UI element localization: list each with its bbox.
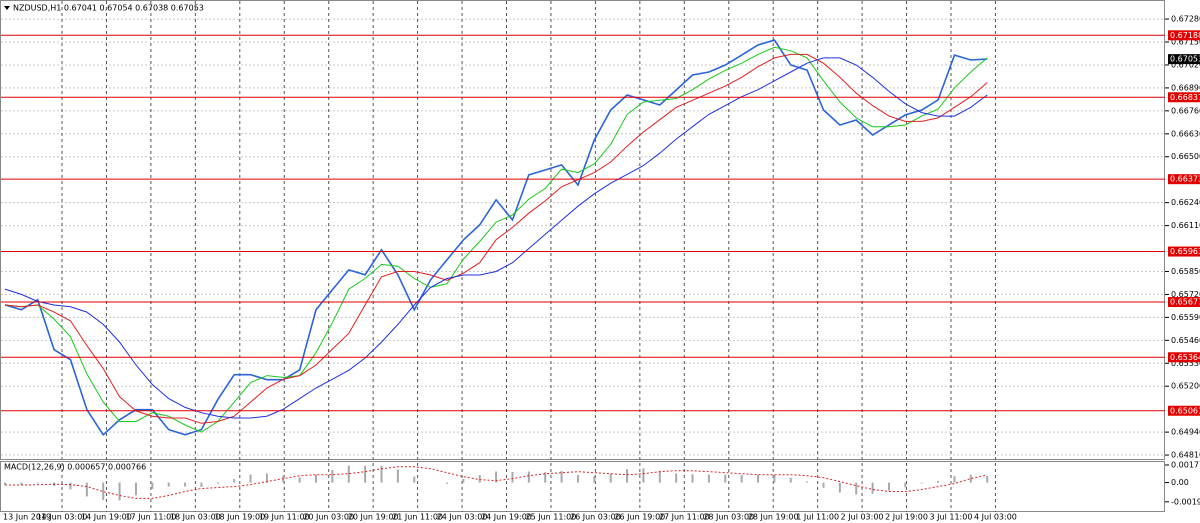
x-tick-label: 13 Jun 2019 [3,513,51,522]
x-tick-label: 14 Jun 03:00 [37,513,88,522]
signal-line [5,466,988,499]
chart-title: NZDUSD,H1 0.67041 0.67054 0.67038 0.6705… [13,4,204,13]
macd-title: MACD(12,26,9) 0.000657 0.000766 [4,463,146,472]
x-tick-label: 14 Jun 19:00 [81,513,132,522]
x-tick-label: 24 Jun 19:00 [481,513,532,522]
level-label: 0.65364 [1170,353,1200,362]
x-tick-label: 21 Jun 11:00 [392,513,443,522]
x-tick-label: 4 Jul 03:00 [974,513,1017,522]
x-tick-label: 20 Jun 19:00 [348,513,399,522]
x-tick-label: 19 Jun 11:00 [259,513,310,522]
main-panel [0,0,1165,460]
level-label: 0.65677 [1170,298,1200,307]
y-tick-label: -0.001939 [1171,497,1200,506]
level-label-box [1168,246,1200,257]
x-tick-label: 28 Jun 19:00 [748,513,799,522]
price-line [4,39,988,437]
x-tick-label: 18 Jun 19:00 [214,513,265,522]
level-label-box [1168,405,1200,416]
last-price-box [1168,54,1200,65]
y-tick-label: 0.001779 [1171,460,1200,469]
level-label-box [1168,352,1200,363]
level-label: 0.65061 [1170,406,1200,415]
macd-panel [0,461,1165,512]
x-tick-label: 24 Jun 03:00 [437,513,488,522]
level-label: 0.67188 [1170,31,1200,40]
x-tick-label: 26 Jun 19:00 [614,513,665,522]
level-label: 0.66373 [1170,175,1200,184]
x-tick-label: 26 Jun 03:00 [570,513,621,522]
level-label-box [1168,297,1200,308]
level-label: 0.65963 [1170,247,1200,256]
last-price-label: 0.67053 [1170,55,1200,64]
x-tick-label: 28 Jun 03:00 [703,513,754,522]
x-tick-label: 27 Jun 11:00 [659,513,710,522]
price-line [4,53,988,424]
x-tick-label: 2 Jul 19:00 [885,513,928,522]
x-tick-label: 20 Jun 03:00 [303,513,354,522]
y-tick-label: 0.00 [1171,478,1189,487]
y-tick-label: 0.64810 [1171,451,1200,460]
price-line [4,57,988,419]
price-line [4,46,988,433]
level-label-box [1168,92,1200,103]
x-tick-label: 18 Jun 03:00 [170,513,221,522]
level-label-box [1168,30,1200,41]
level-label-box [1168,174,1200,185]
x-tick-label: 17 Jun 11:00 [125,513,176,522]
menu-arrow [4,6,10,10]
level-label: 0.66837 [1170,93,1200,102]
x-tick-label: 3 Jul 11:00 [930,513,973,522]
x-tick-label: 25 Jun 11:00 [526,513,577,522]
x-tick-label: 1 Jul 11:00 [796,513,839,522]
x-tick-label: 2 Jul 03:00 [841,513,884,522]
